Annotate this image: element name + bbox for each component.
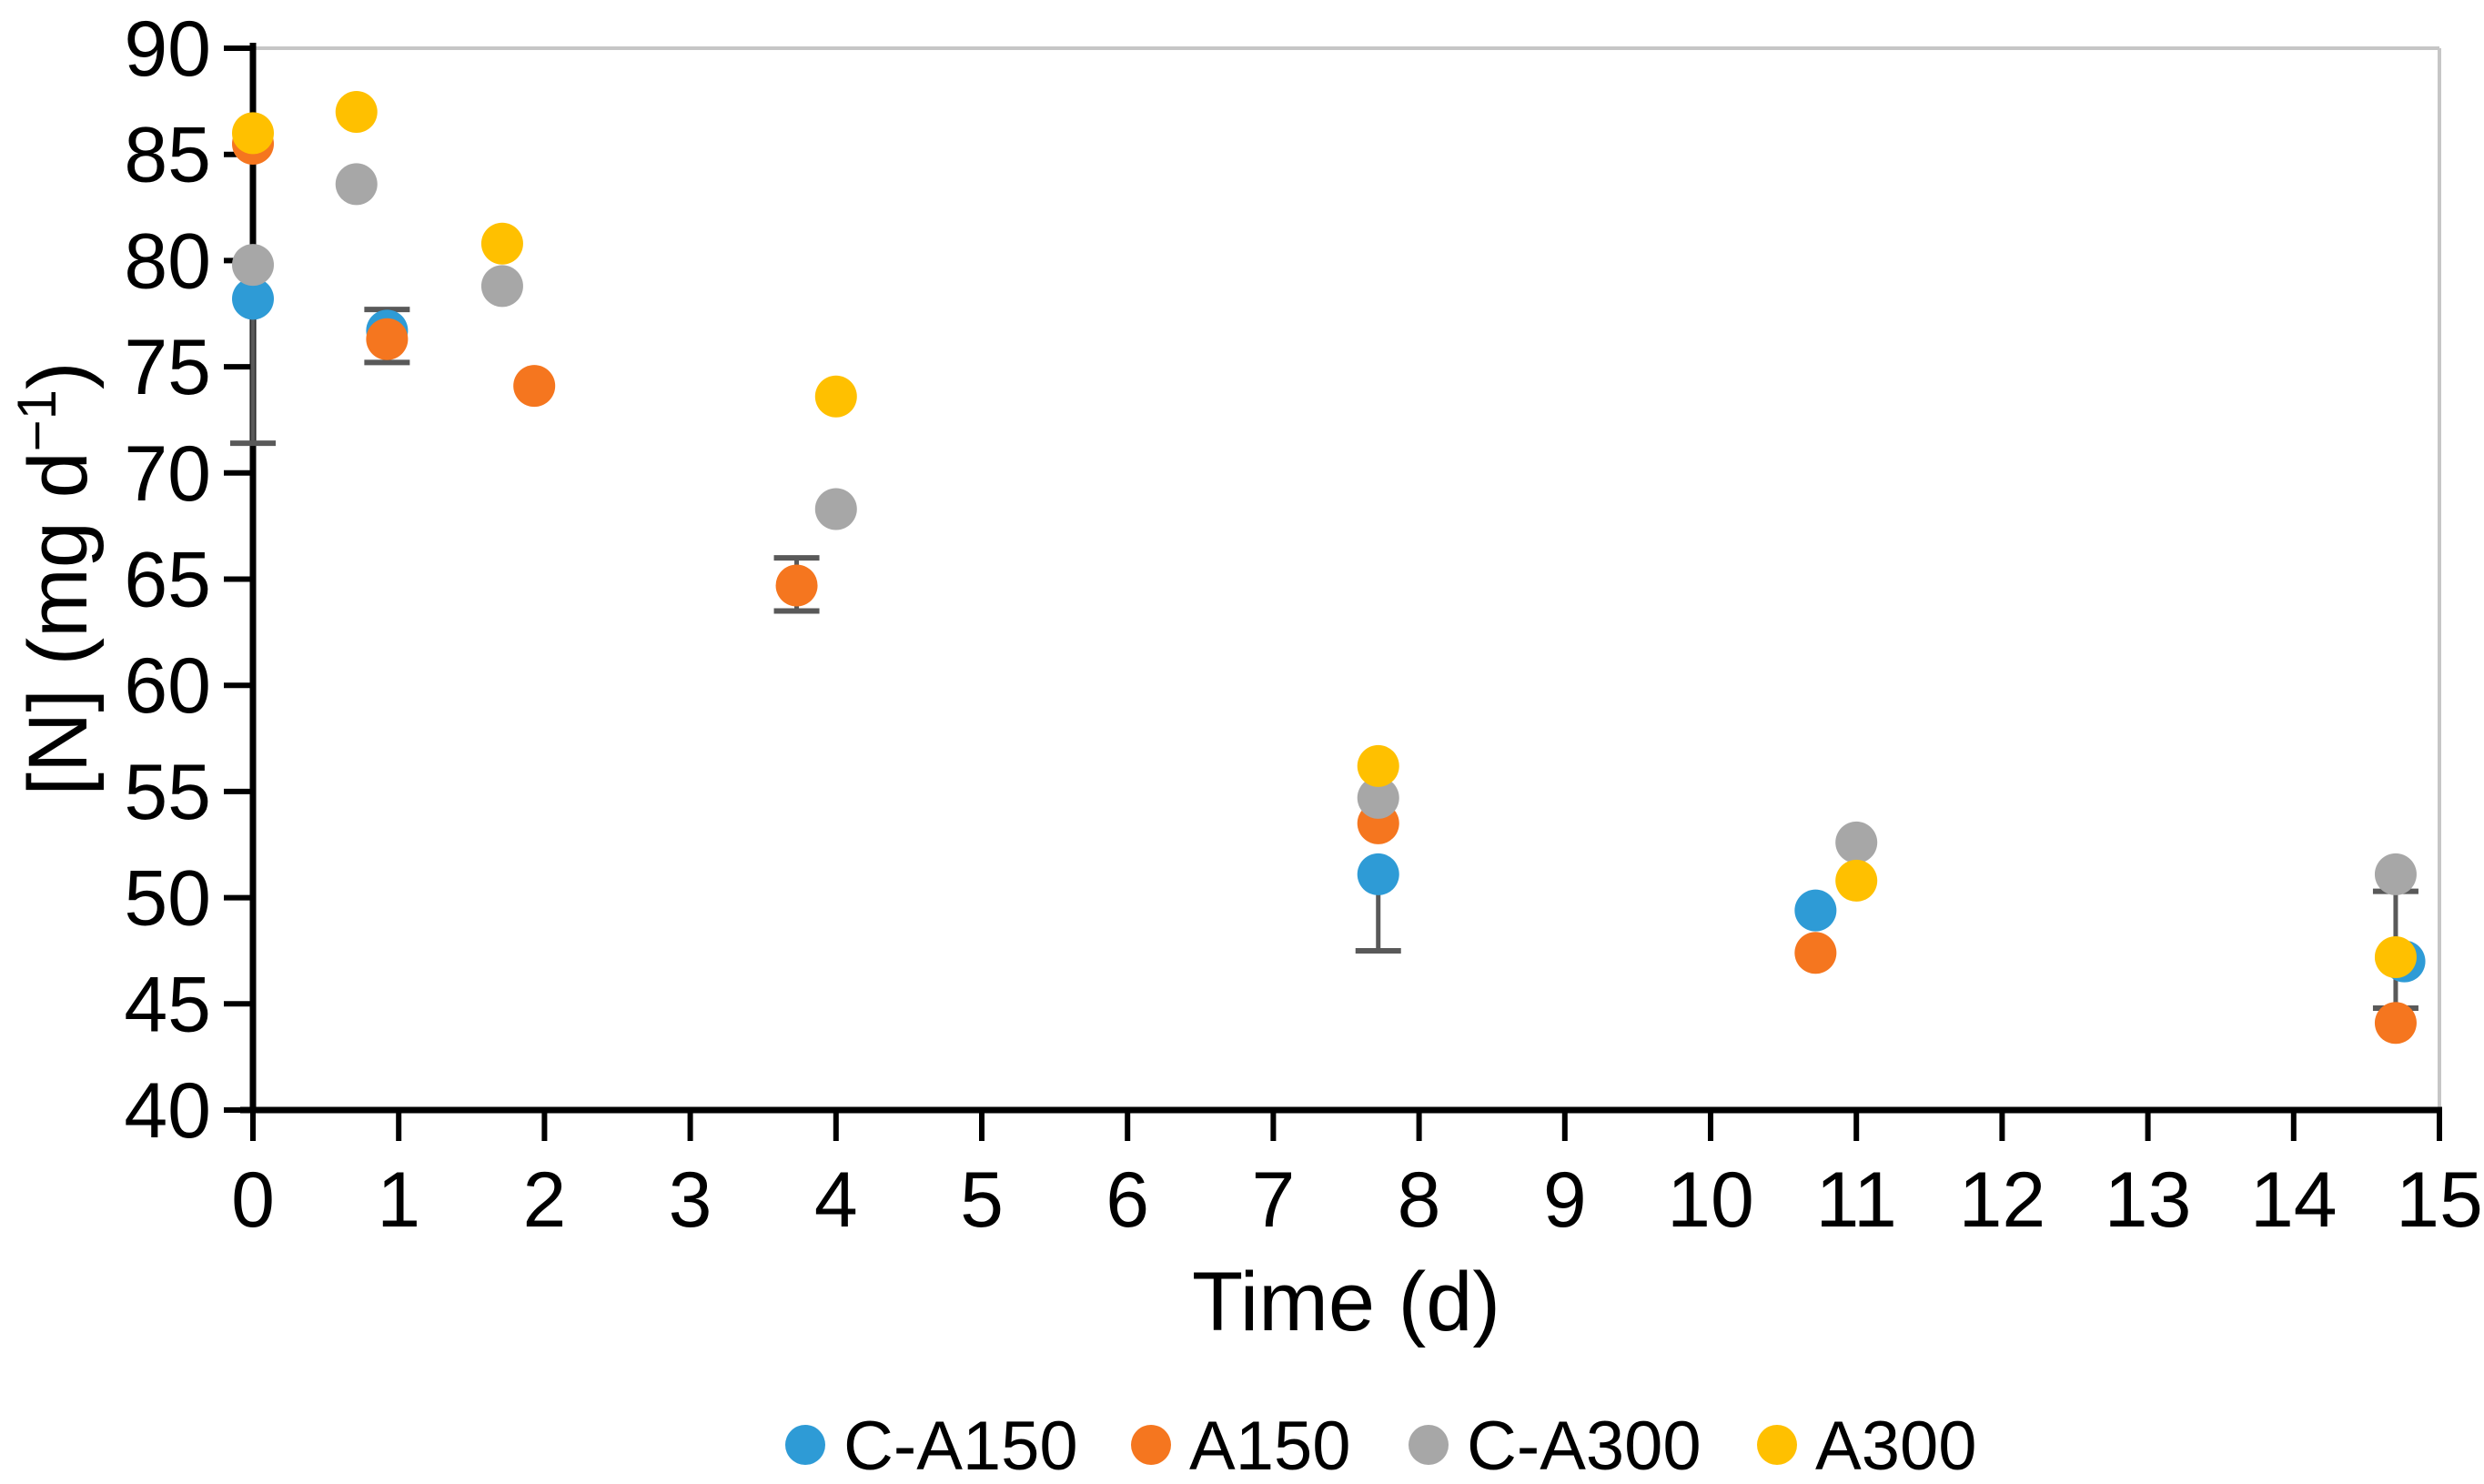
x-tick-label: 14 [2250,1156,2338,1244]
point-C-A150 [1357,853,1399,895]
y-tick-label: 40 [124,1067,211,1155]
y-tick-label: 65 [124,537,211,624]
x-tick-label: 11 [1816,1156,1897,1244]
y-tick-label: 75 [124,324,211,411]
legend: C-A150 A150 C-A300 A300 [785,1408,1977,1484]
point-C-A300 [232,244,274,287]
point-A150 [366,318,409,360]
legend-item-C-A300: C-A300 [1409,1408,1701,1484]
y-tick-label: 50 [124,855,211,943]
x-tick-label: 5 [960,1156,1004,1244]
y-tick-label: 80 [124,217,211,305]
x-tick-label: 4 [814,1156,858,1244]
x-tick-label: 10 [1667,1156,1754,1244]
x-tick-label: 8 [1398,1156,1441,1244]
legend-marker-C-A300 [1409,1425,1449,1465]
y-tick-label: 55 [124,749,211,836]
legend-marker-C-A150 [785,1425,825,1465]
x-axis-title: Time (d) [1192,1256,1500,1348]
point-A150 [1794,932,1837,974]
series-A150 [232,123,2417,1045]
legend-item-C-A150: C-A150 [785,1408,1078,1484]
x-tick-label: 0 [231,1156,275,1244]
point-C-A300 [1835,821,1878,863]
point-A300 [1357,744,1399,787]
x-tick-label: 6 [1106,1156,1149,1244]
point-C-A300 [1357,776,1399,819]
point-A150 [775,564,818,607]
x-tick-label: 12 [1959,1156,2046,1244]
x-tick-label: 9 [1543,1156,1587,1244]
legend-marker-A150 [1131,1425,1171,1465]
y-tick-label: 70 [124,430,211,518]
y-axis-title: [N] (mg d−1) [6,361,105,795]
point-C-A300 [480,265,523,308]
legend-item-A300: A300 [1757,1408,1977,1484]
point-A300 [814,375,857,418]
legend-label-A300: A300 [1815,1408,1977,1484]
x-tick-label: 3 [669,1156,712,1244]
point-A300 [335,91,378,134]
x-tick-label: 13 [2105,1156,2192,1244]
point-A300 [2374,935,2417,978]
series-A300 [232,91,2417,978]
x-tick-label: 2 [522,1156,566,1244]
point-A150 [2374,1002,2417,1045]
x-tick-label: 7 [1251,1156,1295,1244]
legend-item-A150: A150 [1131,1408,1351,1484]
error-bar [230,298,276,447]
series-C-A150 [232,278,2426,983]
point-A150 [513,365,556,408]
point-A300 [480,222,523,265]
x-tick-label: 15 [2396,1156,2483,1244]
x-tick-label: 1 [377,1156,420,1244]
point-A300 [1835,859,1878,902]
y-tick-label: 45 [124,961,211,1048]
point-A300 [232,112,274,155]
legend-marker-A300 [1757,1425,1797,1465]
point-C-A300 [335,163,378,206]
point-C-A150 [1794,889,1837,932]
point-C-A300 [814,488,857,530]
y-tick-label: 60 [124,642,211,730]
point-C-A300 [2374,853,2417,895]
y-tick-label: 85 [124,112,211,199]
legend-label-C-A150: C-A150 [843,1408,1078,1484]
point-C-A150 [232,278,274,320]
series-C-A300 [232,163,2417,895]
y-tick-label: 90 [124,5,211,93]
legend-label-C-A300: C-A300 [1467,1408,1701,1484]
legend-label-A150: A150 [1189,1408,1351,1484]
